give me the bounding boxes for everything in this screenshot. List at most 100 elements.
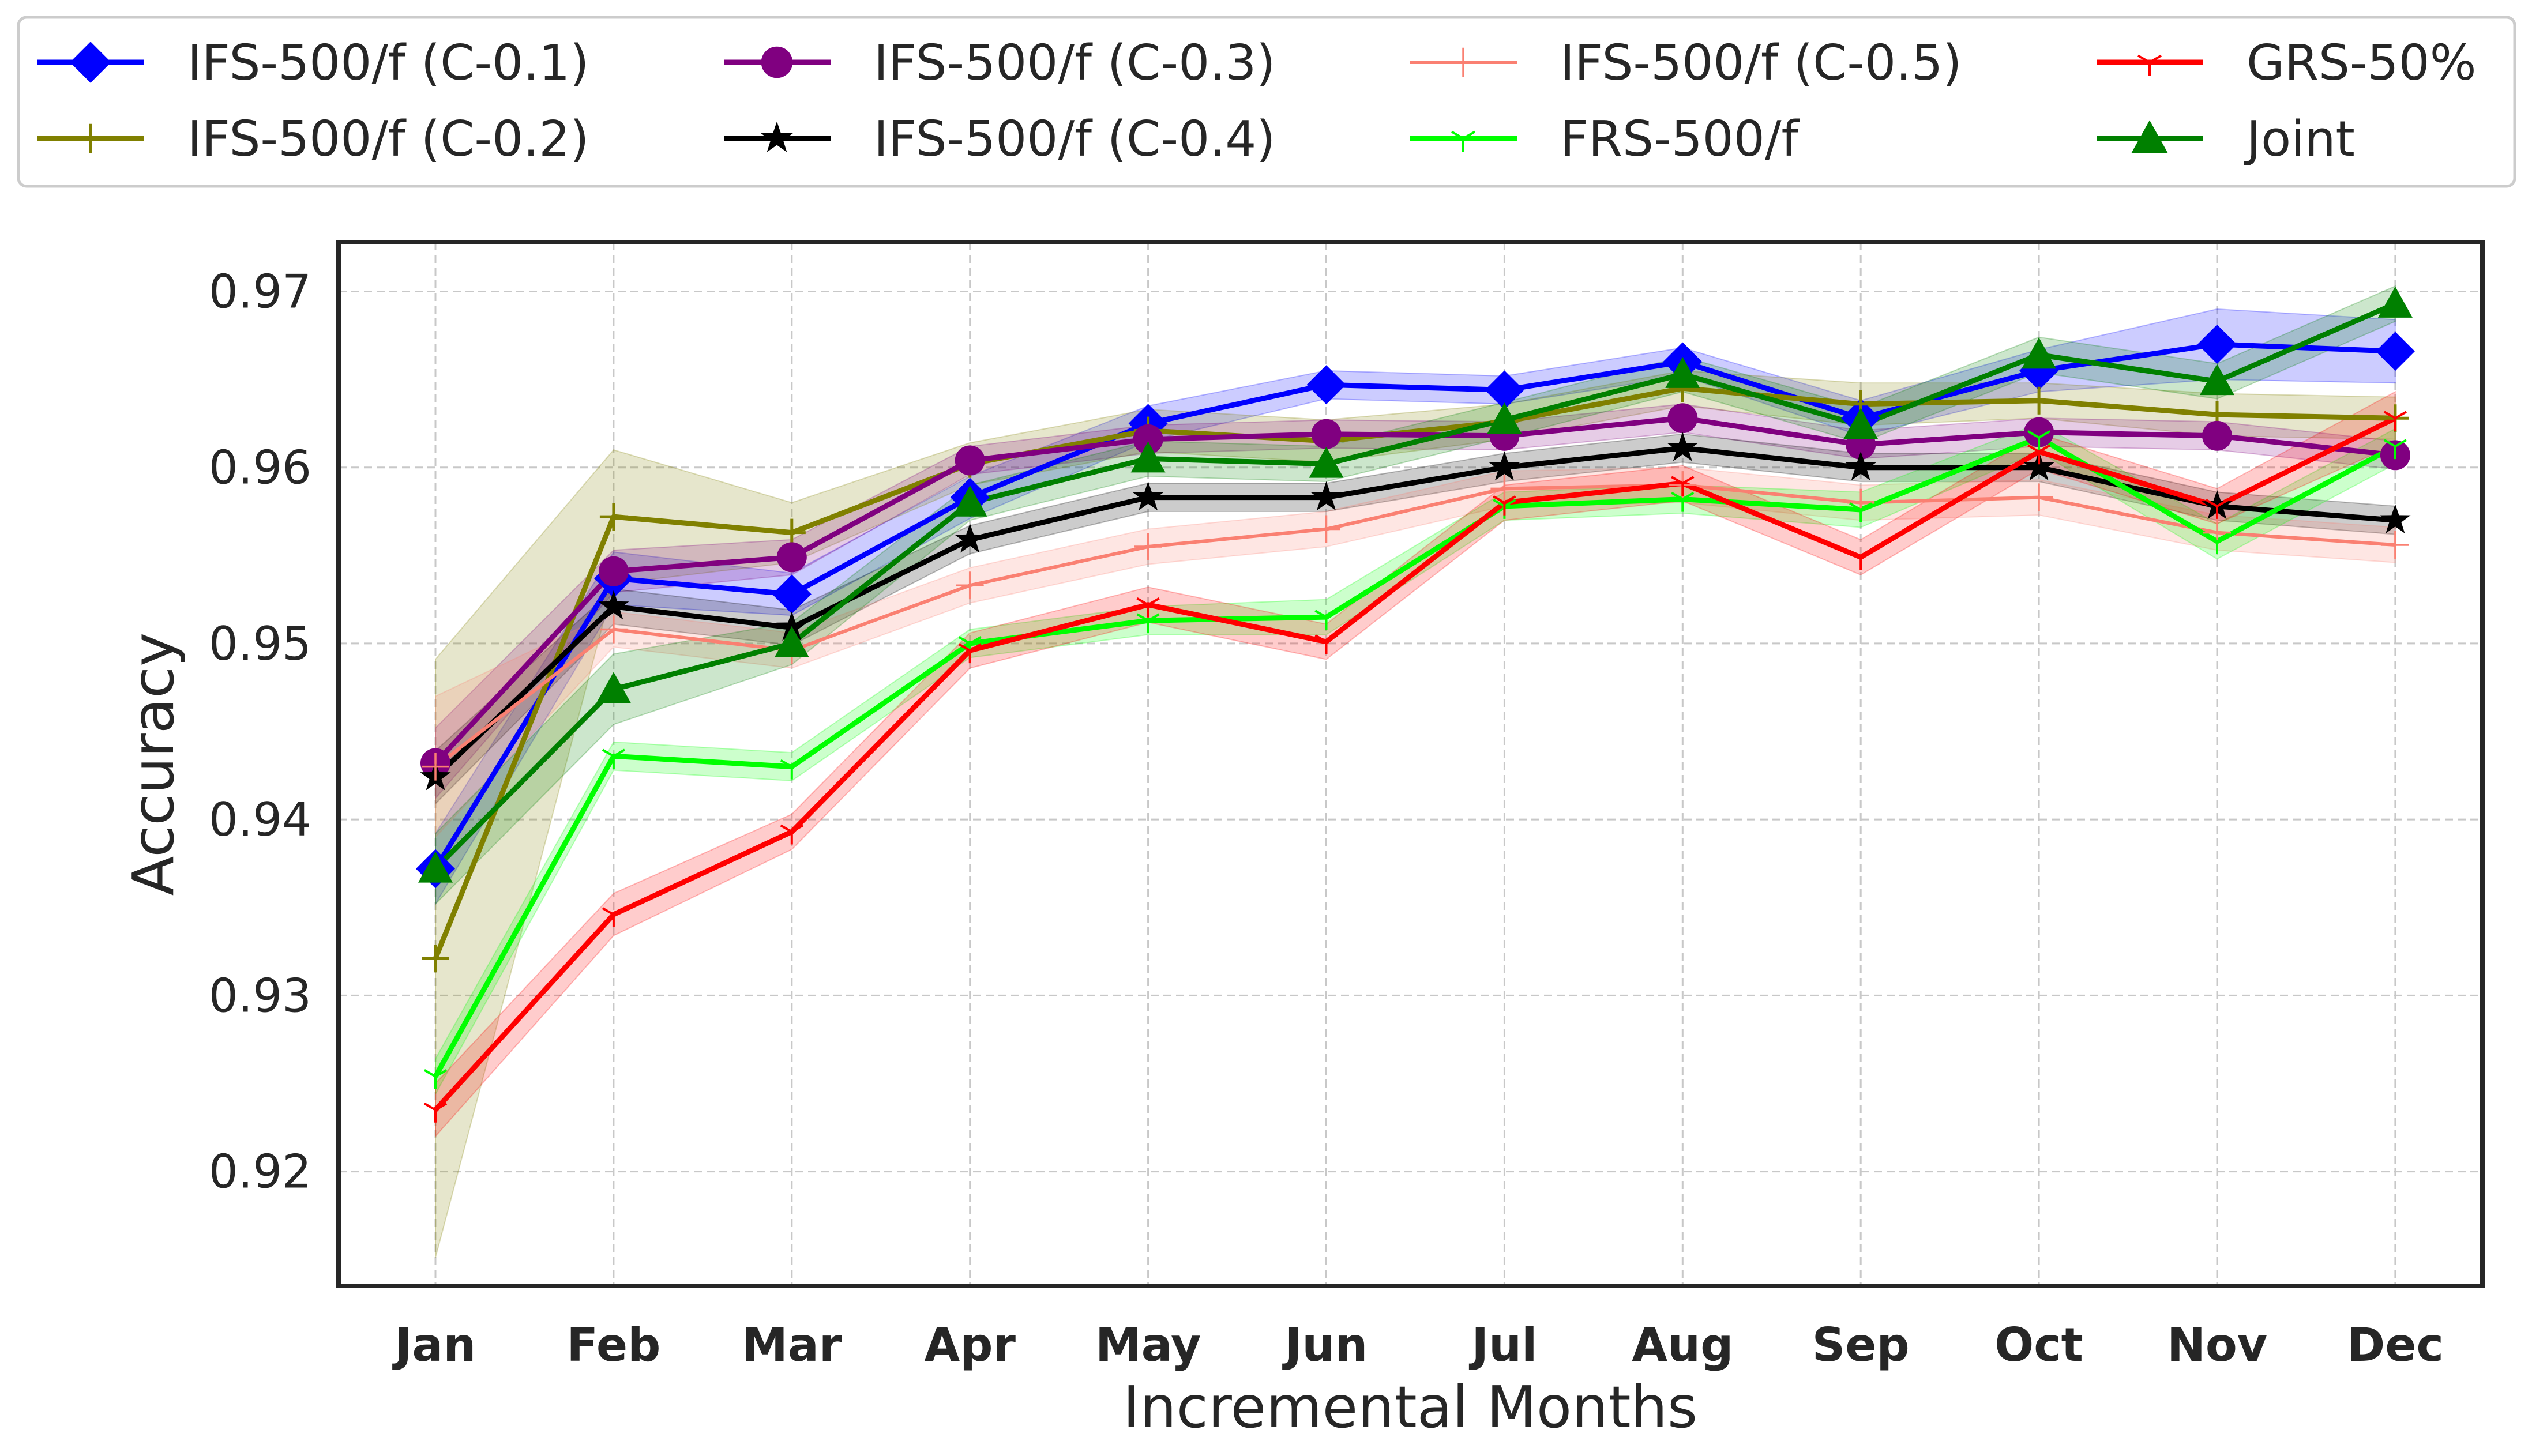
data-point: [1849, 550, 1873, 570]
data-point: [1665, 356, 1700, 388]
data-point: [2027, 444, 2051, 465]
data-point: [602, 748, 626, 769]
legend-label: IFS-500/f (C-0.4): [874, 111, 1275, 168]
x-tick-labels: Jan Feb Mar Apr May Jun Jul Aug Sep Oct Nov Dec: [392, 1318, 2444, 1372]
data-point: [1845, 451, 1876, 481]
legend-label: GRS-50%: [2247, 35, 2476, 92]
x-tick-label: Feb: [566, 1318, 660, 1372]
data-point: [1667, 432, 1698, 461]
data-point: [774, 626, 809, 657]
legend-label: Joint: [2244, 111, 2355, 168]
legend-label: IFS-500/f (C-0.5): [1560, 35, 1962, 92]
plot-background: [339, 242, 2482, 1286]
y-tick-label: 0.93: [209, 969, 311, 1022]
data-point: [2200, 364, 2234, 396]
data-point: [1314, 634, 1338, 654]
series-line: [434, 483, 2396, 768]
x-tick-label: Jan: [392, 1318, 476, 1372]
y-tick-label: 0.96: [209, 441, 311, 495]
data-point: [2022, 337, 2057, 369]
data-point: [776, 611, 807, 641]
data-point: [2025, 483, 2053, 511]
x-tick-label: Jun: [1282, 1318, 1368, 1372]
data-point: [1309, 446, 1344, 478]
y-tick-label: 0.95: [209, 617, 311, 671]
data-point: [1485, 370, 1524, 410]
data-point: [1136, 613, 1160, 634]
data-point: [1136, 597, 1160, 618]
legend-label: IFS-500/f (C-0.2): [187, 111, 589, 168]
data-point: [2137, 54, 2162, 76]
data-point: [599, 503, 628, 531]
data-point: [2024, 417, 2054, 447]
y-tick-label: 0.94: [209, 793, 311, 846]
y-tick-label: 0.97: [209, 265, 311, 318]
data-point: [422, 753, 449, 781]
legend-box: [17, 16, 2516, 188]
x-tick-label: Jul: [1468, 1318, 1537, 1372]
data-point: [598, 590, 629, 620]
data-point: [780, 759, 803, 780]
data-point: [2202, 490, 2233, 520]
x-tick-label: May: [1095, 1318, 1201, 1372]
data-point: [1306, 365, 1346, 405]
data-point: [1487, 402, 1522, 434]
data-point: [2202, 420, 2232, 451]
data-point: [422, 945, 449, 973]
data-point: [1843, 408, 1879, 439]
legend-label: FRS-500/f: [1560, 111, 1800, 168]
data-point: [1849, 502, 1873, 522]
y-tick-label: 0.92: [209, 1145, 311, 1199]
legend: IFS-500/f (C-0.1) IFS-500/f (C-0.3) IFS-50…: [37, 35, 2476, 168]
data-point: [1133, 481, 1164, 511]
series-markers: [416, 286, 2415, 1123]
data-point: [1671, 476, 1695, 496]
series-lines: [433, 301, 2397, 1112]
data-point: [2205, 499, 2229, 519]
series-line: [433, 301, 2396, 871]
data-point: [761, 121, 793, 152]
series-line: [433, 415, 2396, 765]
plot-frame: [336, 240, 2485, 1288]
data-point: [1130, 441, 1166, 473]
legend-label: IFS-500/f (C-0.3): [874, 35, 1275, 92]
data-point: [952, 485, 987, 517]
data-point: [70, 42, 111, 83]
data-point: [1133, 424, 1163, 454]
data-point: [602, 907, 626, 927]
data-point: [2383, 411, 2407, 431]
y-tick-labels: 0.92 0.93 0.94 0.95 0.96 0.97: [209, 265, 311, 1198]
data-point: [2131, 120, 2168, 153]
y-axis-label: Accuracy: [119, 633, 187, 896]
data-point: [956, 571, 984, 600]
data-point: [776, 542, 807, 573]
data-point: [423, 1069, 448, 1089]
data-point: [772, 574, 812, 614]
data-point: [2205, 534, 2229, 554]
legend-label: IFS-500/f (C-0.1): [187, 35, 589, 92]
x-tick-label: Mar: [742, 1318, 842, 1372]
data-point: [1671, 491, 1695, 512]
data-point: [955, 445, 985, 476]
data-point: [1310, 481, 1342, 511]
x-tick-label: Aug: [1632, 1318, 1733, 1372]
data-point: [2380, 504, 2411, 533]
x-axis-label: Incremental Months: [1123, 1374, 1697, 1441]
data-point: [780, 824, 803, 845]
data-point: [777, 518, 806, 547]
data-point: [1312, 515, 1340, 543]
series-line: [433, 341, 2396, 870]
data-point: [2381, 531, 2409, 559]
data-point: [1134, 533, 1162, 561]
data-point: [418, 851, 453, 883]
data-point: [599, 615, 628, 644]
data-point: [2197, 325, 2237, 364]
data-point: [1448, 47, 1478, 77]
data-point: [2383, 439, 2407, 460]
series-line: [433, 435, 2397, 1078]
data-point: [1311, 419, 1342, 449]
data-point: [1493, 495, 1516, 516]
data-point: [2027, 430, 2051, 450]
data-point: [1667, 403, 1698, 434]
